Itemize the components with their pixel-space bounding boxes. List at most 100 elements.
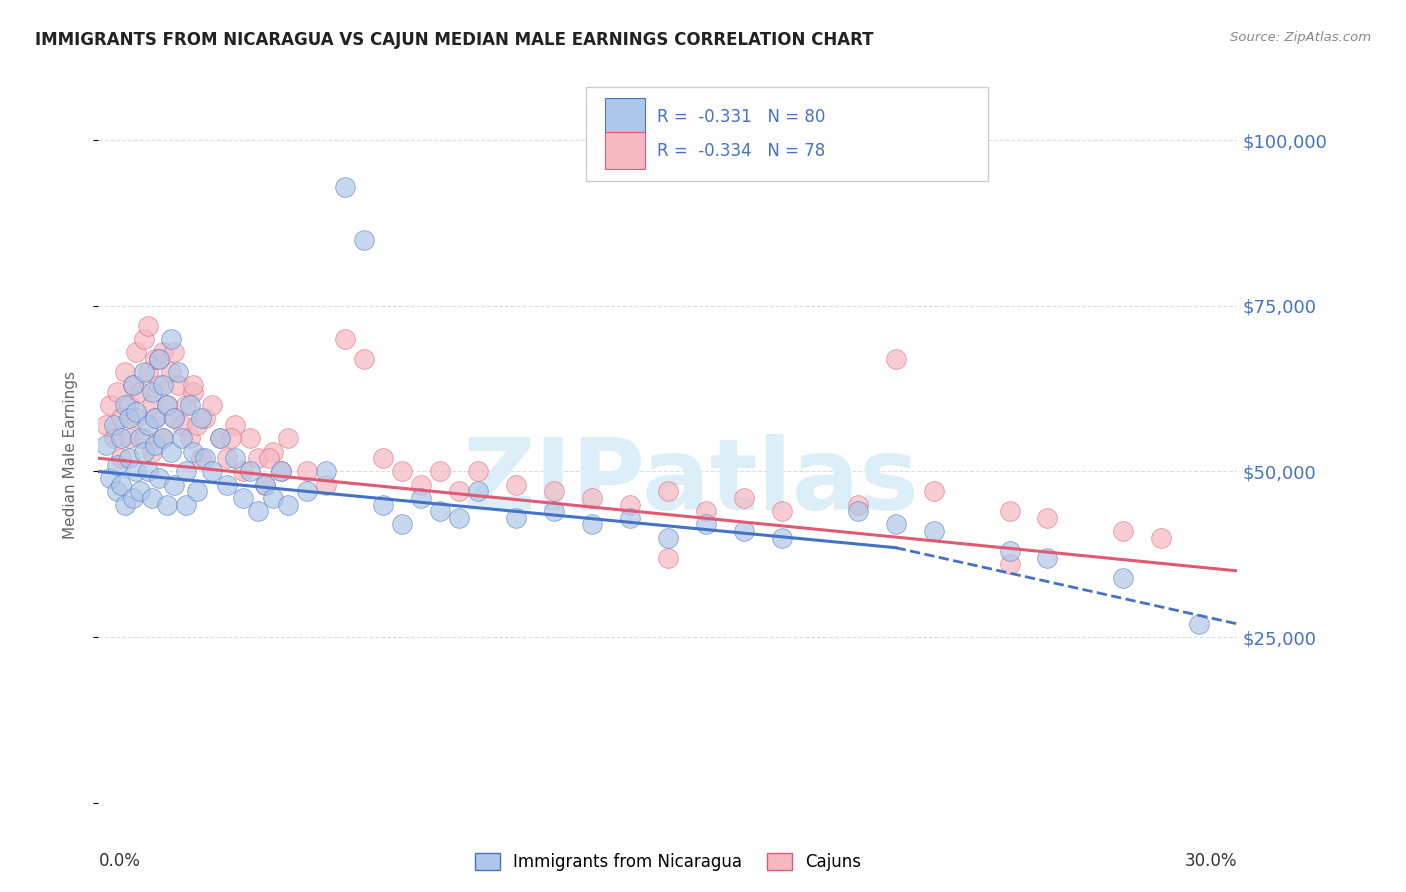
Point [145, 411, 167, 425]
Point [145, 411, 167, 425]
Point [114, 498, 136, 512]
Point [217, 477, 239, 491]
Point [619, 511, 641, 525]
Text: Source: ZipAtlas.com: Source: ZipAtlas.com [1230, 31, 1371, 45]
Point [733, 524, 755, 538]
Point [315, 477, 337, 491]
Point [335, 179, 357, 194]
Point [118, 411, 141, 425]
Point [194, 451, 217, 466]
Point [159, 332, 181, 346]
Point [152, 345, 174, 359]
Point [114, 365, 136, 379]
Point [208, 431, 231, 445]
Point [94, 418, 117, 433]
Point [254, 477, 277, 491]
Text: 0.0%: 0.0% [98, 852, 141, 870]
Point [103, 431, 125, 445]
Point [695, 517, 717, 532]
Point [262, 444, 284, 458]
Point [657, 550, 679, 565]
Point [121, 378, 143, 392]
Point [183, 384, 205, 399]
Point [224, 418, 246, 433]
Point [118, 451, 141, 466]
Point [297, 484, 319, 499]
Point [159, 365, 181, 379]
Text: R =  -0.334   N = 78: R = -0.334 N = 78 [657, 142, 825, 160]
Point [411, 491, 433, 505]
Point [353, 233, 375, 247]
Point [194, 411, 217, 425]
Point [98, 471, 121, 485]
Point [152, 431, 174, 445]
Point [110, 411, 132, 425]
Point [371, 498, 394, 512]
Point [163, 411, 186, 425]
Point [186, 484, 208, 499]
Point [277, 431, 299, 445]
Point [695, 504, 717, 518]
Point [170, 418, 193, 433]
Point [129, 384, 152, 399]
Point [315, 465, 337, 479]
Point [141, 398, 163, 412]
Point [1036, 511, 1059, 525]
Point [167, 378, 190, 392]
Point [998, 544, 1021, 558]
Point [174, 465, 197, 479]
Text: R =  -0.331   N = 80: R = -0.331 N = 80 [657, 108, 825, 126]
Point [1036, 550, 1059, 565]
Point [429, 504, 451, 518]
Point [391, 517, 413, 532]
Point [190, 411, 212, 425]
Point [170, 431, 193, 445]
Point [94, 438, 117, 452]
Point [1112, 524, 1135, 538]
Point [353, 351, 375, 366]
Point [159, 444, 181, 458]
Point [922, 484, 945, 499]
Point [141, 444, 163, 458]
Point [174, 498, 197, 512]
Point [152, 378, 174, 392]
Point [201, 465, 224, 479]
Point [1150, 531, 1173, 545]
Point [270, 465, 292, 479]
Point [1112, 570, 1135, 584]
Point [118, 431, 141, 445]
Point [148, 351, 170, 366]
Point [581, 517, 603, 532]
Point [224, 451, 246, 466]
Point [110, 431, 132, 445]
Point [846, 498, 869, 512]
Point [145, 438, 167, 452]
Point [132, 444, 155, 458]
Point [145, 351, 167, 366]
Point [657, 484, 679, 499]
Point [190, 451, 212, 466]
Point [239, 431, 262, 445]
Point [543, 484, 565, 499]
Point [884, 517, 907, 532]
Point [884, 351, 907, 366]
Point [118, 398, 141, 412]
Point [141, 491, 163, 505]
Point [467, 465, 489, 479]
Point [186, 418, 208, 433]
Point [217, 451, 239, 466]
Point [107, 458, 129, 472]
Point [449, 484, 471, 499]
Point [733, 491, 755, 505]
Point [335, 332, 357, 346]
Point [125, 465, 148, 479]
Point [619, 498, 641, 512]
Point [581, 491, 603, 505]
Point [156, 398, 179, 412]
Point [114, 398, 136, 412]
Point [770, 531, 793, 545]
Point [770, 504, 793, 518]
Point [179, 431, 201, 445]
Point [136, 318, 159, 333]
Point [411, 477, 433, 491]
